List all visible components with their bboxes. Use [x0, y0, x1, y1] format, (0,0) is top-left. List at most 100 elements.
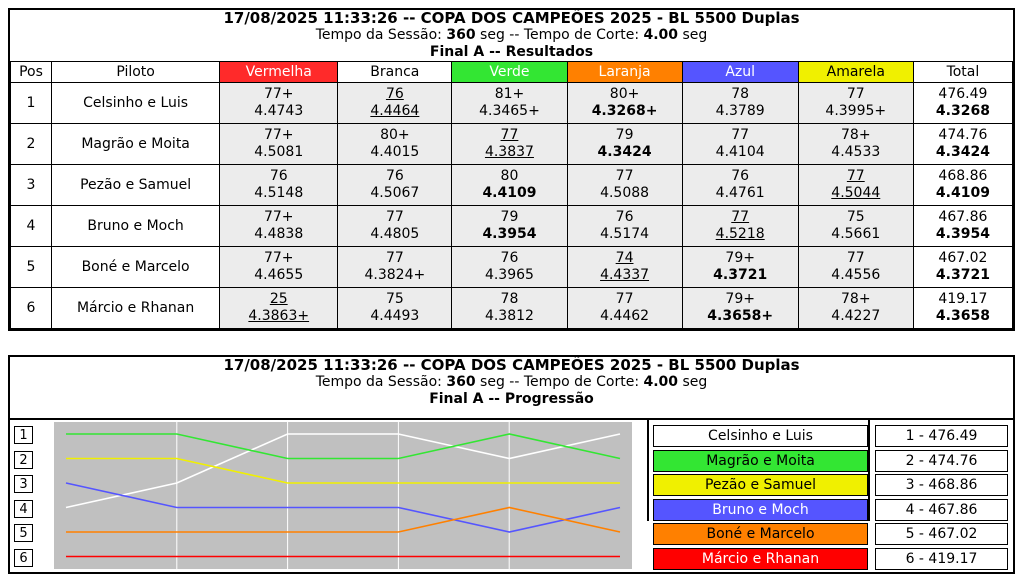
time-value: 4.5067	[370, 185, 420, 201]
total-entry: 5 - 467.02	[875, 523, 1008, 545]
laps-value: 75	[846, 209, 865, 225]
total-entry: 3 - 468.86	[875, 474, 1008, 496]
results-header-row: Pos Piloto Vermelha Branca Verde Laranja Azul A…	[9, 61, 1014, 83]
column-header-5: Laranja	[566, 61, 683, 83]
laps-value: 77+	[263, 250, 294, 266]
lane-cell: 77+ 4.4655	[219, 246, 339, 288]
totals-column: 1 - 476.49 2 - 474.76 3 - 468.86 4 - 467.86…	[868, 420, 1015, 570]
time-value: 4.3721	[713, 267, 768, 283]
lane-cell: 77+ 4.5081	[219, 123, 339, 165]
laps-value: 76	[385, 86, 404, 102]
series-line	[66, 506, 621, 533]
time-value: 4.4533	[831, 144, 881, 160]
pilot-cell: Pezão e Samuel	[51, 164, 221, 206]
time-value: 4.4104	[715, 144, 765, 160]
laps-value: 75	[385, 291, 404, 307]
time-value: 4.3965	[484, 267, 534, 283]
total-laps: 467.86	[938, 209, 988, 225]
laps-value: 80+	[609, 86, 640, 102]
lane-cell: 77 4.3995+	[797, 82, 914, 124]
lane-cell: 78+ 4.4533	[797, 123, 914, 165]
total-entry: 2 - 474.76	[875, 449, 1008, 472]
laps-value: 80+	[380, 127, 410, 143]
time-value: 4.4761	[715, 185, 765, 201]
laps-value: 78	[500, 291, 519, 307]
total-laps: 476.49	[938, 86, 988, 102]
lane-cell: 80 4.4109	[451, 164, 568, 206]
laps-value: 76	[385, 168, 404, 184]
time-value: 4.3812	[484, 308, 534, 324]
position-label: 1	[14, 426, 33, 444]
best-lap: 4.3424	[935, 144, 990, 160]
time-value: 4.4805	[370, 226, 420, 242]
time-value: 4.3465+	[479, 103, 540, 119]
best-lap: 4.3658	[935, 308, 990, 324]
event-title: 17/08/2025 11:33:26 -- COPA DOS CAMPEÕES…	[223, 9, 800, 27]
total-entry: 6 - 419.17	[875, 547, 1008, 570]
lane-cell: 77 4.3824+	[337, 246, 453, 288]
laps-value: 77	[385, 209, 404, 225]
lane-cell: 81+ 4.3465+	[451, 82, 568, 124]
legend-entry: Magrão e Moita	[653, 449, 868, 472]
time-value: 4.3424	[597, 144, 652, 160]
session-info: Tempo da Sessão: 360 seg -- Tempo de Cor…	[315, 27, 708, 43]
lane-cell: 76 4.4761	[681, 164, 799, 206]
time-value: 4.4464	[370, 103, 420, 119]
pos-cell: 5	[9, 246, 53, 288]
laps-value: 77	[846, 86, 865, 102]
laps-value: 77+	[263, 86, 294, 102]
column-header-0: Pos	[9, 61, 53, 83]
position-label: 5	[14, 524, 33, 542]
total-laps: 474.76	[938, 127, 988, 143]
laps-value: 77	[731, 209, 750, 225]
pos-cell: 6	[9, 287, 53, 329]
lane-cell: 79+ 4.3658+	[681, 287, 799, 329]
session-info-2: Tempo da Sessão: 360 seg -- Tempo de Cor…	[315, 374, 708, 390]
best-lap: 4.3954	[935, 226, 990, 242]
time-value: 4.4743	[254, 103, 304, 119]
progression-grid: 1 2 3 4 5 6 Celsinho e Luis Magrão e Moita Pezã…	[10, 420, 1013, 572]
time-value: 4.4109	[482, 185, 537, 201]
position-label: 3	[14, 475, 33, 493]
laps-value: 77	[615, 291, 634, 307]
laps-value: 77	[731, 127, 750, 143]
column-header-8: Total	[912, 61, 1014, 83]
laps-value: 77	[846, 168, 865, 184]
pilot-cell: Bruno e Moch	[51, 205, 221, 247]
time-value: 4.4462	[600, 308, 650, 324]
progression-subtitle: Final A -- Progressão	[429, 391, 594, 407]
legend-entry: Bruno e Moch	[653, 498, 868, 521]
lane-cell: 75 4.5661	[797, 205, 914, 247]
lane-cell: 78+ 4.4227	[797, 287, 914, 329]
table-row: 5 Boné e Marcelo 77+ 4.4655 77 4.3824+ 76 4.396…	[9, 246, 1014, 288]
series-line	[65, 482, 621, 533]
pilot-cell: Magrão e Moita	[51, 123, 221, 165]
laps-value: 77+	[263, 127, 294, 143]
time-value: 4.3658+	[707, 308, 774, 324]
results-body: 1 Celsinho e Luis 77+ 4.4743 76 4.4464 81+ 4.34…	[9, 82, 1014, 329]
best-lap: 4.4109	[935, 185, 990, 201]
lane-cell: 77 4.5044	[797, 164, 914, 206]
lane-cell: 77 4.4805	[337, 205, 453, 247]
laps-value: 74	[615, 250, 634, 266]
lane-cell: 77 4.4104	[681, 123, 799, 165]
legend-column: Celsinho e Luis Magrão e Moita Pezão e Sam…	[647, 420, 872, 570]
laps-value: 80	[500, 168, 519, 184]
lane-cell: 77 4.4556	[797, 246, 914, 288]
legend-entry: Boné e Marcelo	[653, 523, 868, 545]
laps-value: 81+	[494, 86, 525, 102]
table-row: 4 Bruno e Moch 77+ 4.4838 77 4.4805 79 4.3954 76…	[9, 205, 1014, 247]
pilot-cell: Boné e Marcelo	[51, 246, 221, 288]
lane-cell: 76 4.5067	[337, 164, 453, 206]
time-value: 4.4838	[254, 226, 304, 242]
time-value: 4.4493	[370, 308, 420, 324]
time-value: 4.5148	[254, 185, 304, 201]
lane-cell: 77+ 4.4838	[219, 205, 339, 247]
results-header: 17/08/2025 11:33:26 -- COPA DOS CAMPEÕES…	[10, 10, 1013, 61]
position-label: 2	[14, 450, 33, 469]
best-lap: 4.3268	[935, 103, 990, 119]
results-subtitle: Final A -- Resultados	[429, 44, 594, 60]
total-cell: 467.02 4.3721	[912, 246, 1014, 288]
total-laps: 419.17	[938, 291, 988, 307]
results-panel: 17/08/2025 11:33:26 -- COPA DOS CAMPEÕES…	[8, 8, 1015, 331]
